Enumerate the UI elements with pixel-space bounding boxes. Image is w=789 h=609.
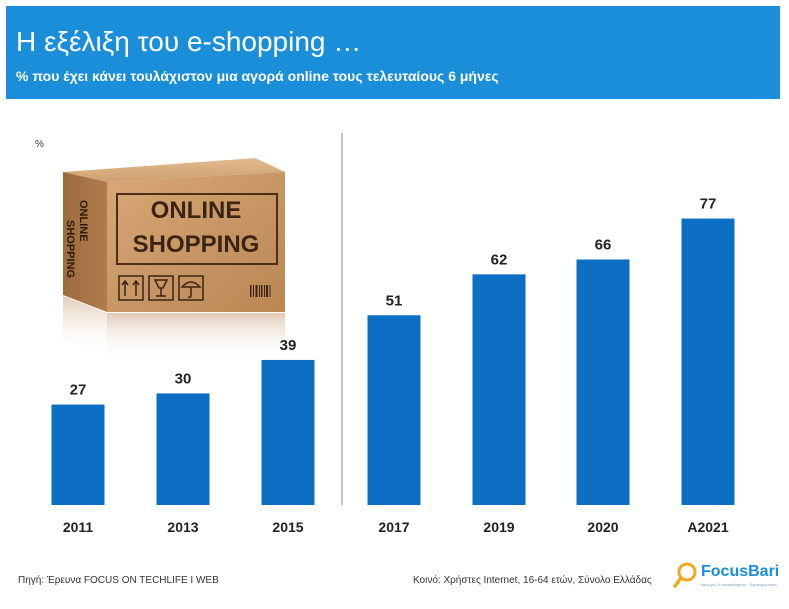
- value-label-2011: 27: [70, 382, 87, 399]
- value-label-2013: 30: [175, 370, 192, 387]
- value-label-2015: 39: [280, 337, 297, 354]
- value-label-2019: 62: [491, 251, 508, 268]
- category-label-A2021: A2021: [687, 519, 728, 535]
- bar-2019: [472, 274, 526, 505]
- value-label-2020: 66: [595, 236, 612, 253]
- category-label-2015: 2015: [272, 519, 303, 535]
- source-note: Πηγή: Έρευνα FOCUS ON TECHLIFE I WEB: [18, 575, 219, 586]
- online-shopping-box-image: ONLINE SHOPPING ONLINE SHOPPING: [63, 158, 285, 360]
- bar-2017: [367, 315, 421, 505]
- header-banner: Η εξέλιξη του e-shopping … % που έχει κά…: [6, 6, 780, 99]
- category-label-2017: 2017: [378, 519, 409, 535]
- bar-A2021: [681, 218, 735, 505]
- page-subtitle: % που έχει κάνει τουλάχιστον μια αγορά o…: [16, 68, 499, 84]
- bar-2011: [51, 404, 105, 505]
- category-label-2020: 2020: [587, 519, 618, 535]
- page-title: Η εξέλιξη του e-shopping …: [16, 26, 362, 57]
- unit-label: %: [35, 139, 44, 150]
- box-text-online: ONLINE: [151, 197, 242, 224]
- bar-2013: [156, 393, 210, 505]
- logo-name: FocusBari: [701, 563, 780, 580]
- value-label-2017: 51: [386, 292, 403, 309]
- category-label-2011: 2011: [63, 519, 94, 535]
- population-note: Κοινό: Χρήστες Internet, 16-64 ετών, Σύν…: [413, 575, 652, 586]
- category-label-2019: 2019: [483, 519, 514, 535]
- category-label-2013: 2013: [167, 519, 198, 535]
- box-side-text-online: ONLINE: [77, 200, 89, 242]
- bar-2020: [576, 259, 630, 505]
- logo-tagline: επιλογές & συναισθήματα · δημιουργώντας: [701, 582, 778, 587]
- magnifier-logo-icon: [673, 562, 697, 588]
- box-text-shopping: SHOPPING: [133, 231, 260, 258]
- focusbari-logo: FocusBari επιλογές & συναισθήματα · δημι…: [672, 561, 782, 591]
- box-side-text-shopping: SHOPPING: [64, 220, 76, 278]
- bar-2015: [261, 359, 315, 505]
- value-label-A2021: 77: [700, 196, 717, 213]
